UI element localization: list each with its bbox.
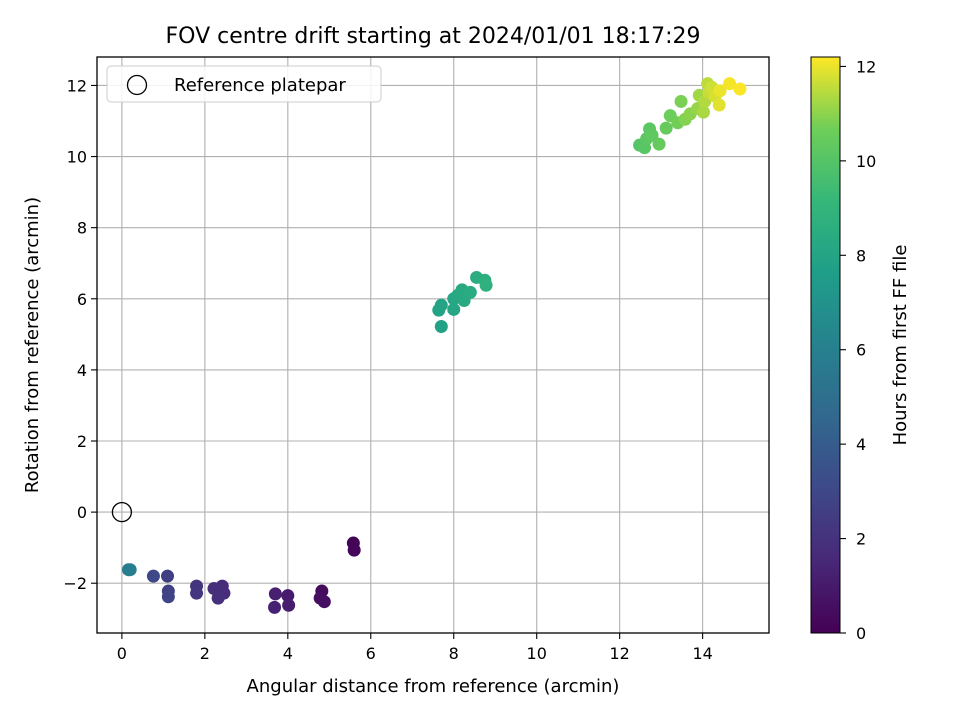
colorbar-ticks: 0 2 4 6 8 10 12 xyxy=(840,57,876,643)
colorbar-tick-label: 0 xyxy=(856,624,866,643)
x-tick-label: 10 xyxy=(527,644,547,663)
data-point xyxy=(282,598,296,612)
data-point xyxy=(652,137,666,151)
data-points xyxy=(122,77,747,614)
data-point xyxy=(712,98,726,112)
data-point xyxy=(434,320,448,334)
colorbar-tick-label: 8 xyxy=(856,246,866,265)
data-point xyxy=(447,302,461,316)
data-point xyxy=(268,587,282,601)
y-tick-label: 0 xyxy=(77,503,87,522)
reference-marker-layer xyxy=(111,501,133,523)
x-tick-label: 0 xyxy=(117,644,127,663)
data-point xyxy=(123,563,137,577)
data-point xyxy=(674,94,688,108)
colorbar-tick-label: 6 xyxy=(856,341,866,360)
legend: Reference platepar xyxy=(106,65,382,103)
data-point xyxy=(434,298,448,312)
plot-frame xyxy=(96,56,770,634)
y-tick-label: 2 xyxy=(77,432,87,451)
data-point xyxy=(723,77,737,91)
data-point xyxy=(211,591,225,605)
y-axis-ticks: −2 0 2 4 6 8 10 12 xyxy=(63,76,97,593)
data-point xyxy=(146,569,160,583)
chart-title: FOV centre drift starting at 2024/01/01 … xyxy=(166,24,701,49)
legend-marker xyxy=(126,74,148,96)
colorbar-tick-label: 4 xyxy=(856,435,866,454)
data-point xyxy=(713,84,727,98)
data-point xyxy=(479,278,493,292)
y-tick-label: 6 xyxy=(77,290,87,309)
data-point xyxy=(317,595,331,609)
y-tick-label: 4 xyxy=(77,361,87,380)
data-point xyxy=(347,543,361,557)
data-point xyxy=(659,121,673,135)
data-point xyxy=(645,128,659,142)
colorbar-label: Hours from first FF file xyxy=(890,245,911,446)
y-tick-label: 12 xyxy=(67,76,87,95)
y-tick-label: 10 xyxy=(67,148,87,167)
data-point xyxy=(463,285,477,299)
reference-marker xyxy=(111,501,133,523)
x-tick-label: 4 xyxy=(283,644,293,663)
y-tick-label: −2 xyxy=(63,574,87,593)
y-grid-lines xyxy=(97,84,769,584)
x-tick-label: 8 xyxy=(449,644,459,663)
x-tick-label: 6 xyxy=(366,644,376,663)
data-point xyxy=(190,586,204,600)
x-grid-lines xyxy=(121,57,704,633)
colorbar-tick-label: 12 xyxy=(856,57,876,76)
data-point xyxy=(161,569,175,583)
data-point xyxy=(733,82,747,96)
data-point xyxy=(696,105,710,119)
legend-label: Reference platepar xyxy=(174,75,346,96)
colorbar-tick-label: 2 xyxy=(856,530,866,549)
x-tick-label: 2 xyxy=(200,644,210,663)
colorbar-tick-label: 10 xyxy=(856,152,876,171)
x-axis-ticks: 0 2 4 6 8 10 12 14 xyxy=(117,633,713,663)
y-axis-label: Rotation from reference (arcmin) xyxy=(22,197,43,493)
data-point xyxy=(281,589,295,603)
data-point xyxy=(161,590,175,604)
x-axis-label: Angular distance from reference (arcmin) xyxy=(247,676,620,697)
data-point xyxy=(268,600,282,614)
x-tick-label: 14 xyxy=(692,644,712,663)
colorbar: 0 2 4 6 8 10 12 Hours from first FF file xyxy=(810,56,911,643)
x-tick-label: 12 xyxy=(609,644,629,663)
legend-box xyxy=(106,65,382,103)
y-tick-label: 8 xyxy=(77,219,87,238)
colorbar-gradient xyxy=(810,56,841,634)
